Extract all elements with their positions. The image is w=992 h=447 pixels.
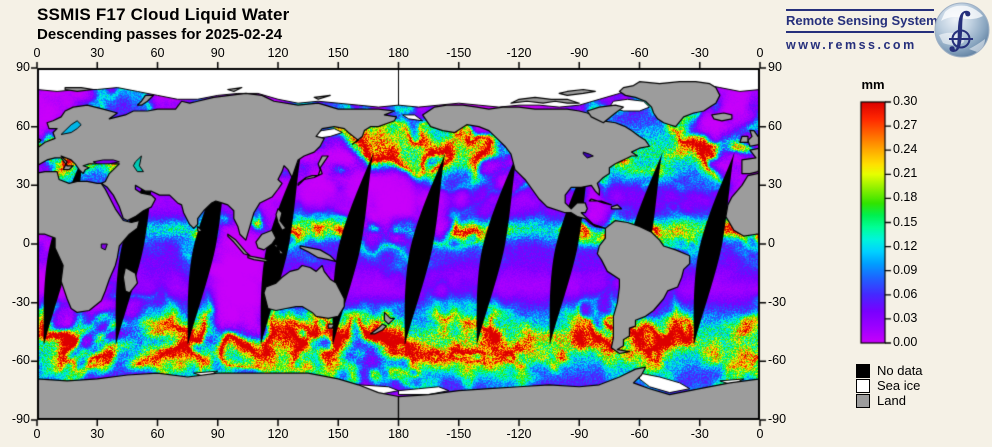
legend-label: Sea ice [877, 378, 921, 393]
earth-globe-icon: ∫ [934, 2, 990, 58]
map-legend: No data Sea ice Land [856, 363, 923, 408]
remss-logo-name: Remote Sensing Systems [786, 9, 945, 33]
lat-tick-label-left: -30 [11, 294, 30, 309]
lat-tick-label-right: 0 [768, 236, 775, 250]
remss-url-link[interactable]: www.remss.com [786, 38, 917, 52]
lon-tick-label-bottom: -90 [570, 427, 589, 441]
lon-tick-label-top: -120 [506, 46, 532, 60]
lon-tick-label-top: 180 [388, 46, 409, 60]
lon-tick-label-top: -30 [690, 46, 709, 60]
lat-tick-label-left: 90 [16, 60, 30, 74]
colorbar-tick-label: 0.03 [893, 310, 918, 325]
legend-item: Land [856, 393, 923, 408]
lon-tick-label-bottom: -30 [690, 427, 709, 441]
colorbar-tick-label: 0.06 [893, 286, 918, 301]
colorbar-tick-label: 0.30 [893, 94, 918, 108]
lon-tick-label-bottom: 60 [150, 427, 165, 441]
lon-tick-label-bottom: 180 [388, 427, 409, 441]
colorbar-tick-label: 0.09 [893, 262, 918, 277]
legend-swatch [856, 393, 870, 408]
legend-item: No data [856, 363, 923, 378]
colorbar-tick-label: 0.21 [893, 166, 918, 181]
lon-tick-label-bottom: 120 [267, 427, 289, 441]
lon-tick-label-bottom: 90 [210, 427, 225, 441]
lat-tick-label-left: 60 [16, 118, 30, 133]
lon-tick-label-bottom: 0 [33, 427, 41, 441]
lat-tick-label-right: -60 [768, 353, 787, 368]
lat-tick-label-left: 30 [16, 177, 30, 192]
lon-tick-label-bottom: -150 [446, 427, 472, 441]
lon-tick-label-top: 0 [756, 46, 764, 60]
lat-tick-label-left: -60 [11, 353, 30, 368]
integral-symbol: ∫ [949, 4, 972, 55]
colorbar-tick-label: 0.12 [893, 238, 918, 253]
lon-tick-label-bottom: 150 [327, 427, 349, 441]
colorbar-tick-label: 0.18 [893, 190, 918, 205]
lon-tick-label-bottom: 0 [756, 427, 764, 441]
legend-item: Sea ice [856, 378, 923, 393]
lon-tick-label-bottom: 30 [90, 427, 105, 441]
page-title: SSMIS F17 Cloud Liquid Water [37, 5, 290, 24]
lon-tick-label-top: 120 [267, 46, 289, 60]
lon-tick-label-top: -90 [570, 46, 589, 60]
remss-logo-text: Remote Sensing Systems www.remss.com [786, 9, 945, 52]
lat-tick-label-right: -90 [768, 412, 787, 426]
colorbar-tick-label: 0.15 [893, 214, 918, 229]
lat-tick-label-right: 30 [768, 177, 782, 192]
colorbar-tick-label: 0.24 [893, 142, 918, 157]
lon-tick-label-bottom: -60 [630, 427, 649, 441]
lon-tick-label-top: -60 [630, 46, 649, 60]
colorbar-tick-label: 0.00 [893, 335, 918, 349]
legend-swatch [856, 363, 870, 378]
lon-tick-label-top: 60 [150, 46, 165, 60]
lon-tick-label-top: 90 [210, 46, 225, 60]
legend-label: Land [877, 393, 906, 408]
colorbar-unit-label: mm [861, 77, 885, 92]
lat-tick-label-right: 90 [768, 60, 782, 74]
page-subtitle: Descending passes for 2025-02-24 [37, 26, 283, 43]
colorbar-tick-label: 0.27 [893, 118, 918, 133]
lat-tick-label-right: 60 [768, 118, 782, 133]
lat-tick-label-right: -30 [768, 294, 787, 309]
lon-tick-label-top: -150 [446, 46, 472, 60]
lon-tick-label-top: 30 [90, 46, 105, 60]
lat-tick-label-left: 0 [23, 236, 30, 250]
legend-label: No data [877, 363, 923, 378]
lat-tick-label-left: -90 [11, 412, 30, 426]
lon-tick-label-top: 150 [327, 46, 349, 60]
legend-swatch [856, 378, 870, 393]
lon-tick-label-top: 0 [33, 46, 41, 60]
lon-tick-label-bottom: -120 [506, 427, 532, 441]
